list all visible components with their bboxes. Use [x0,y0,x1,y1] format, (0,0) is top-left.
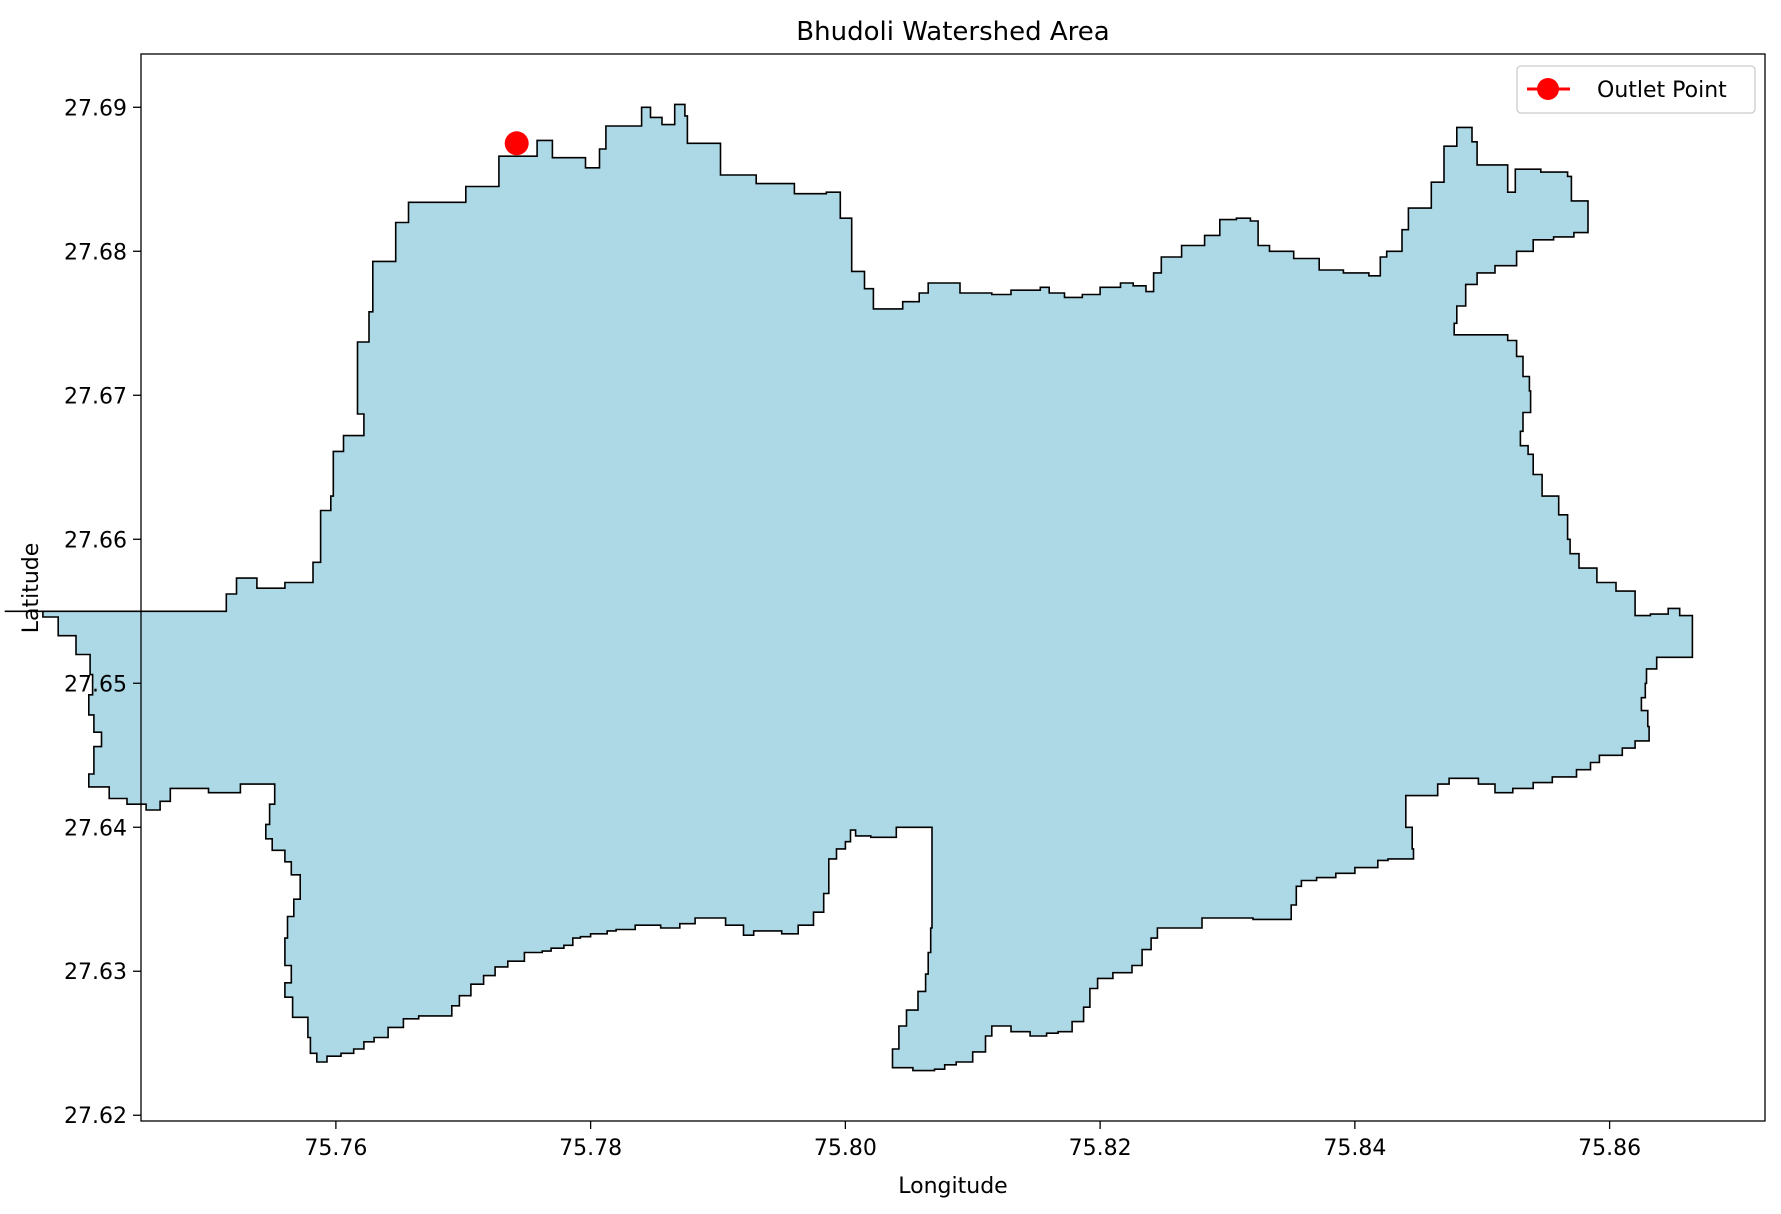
y-axis-label: Latitude [19,543,44,634]
y-tick-label: 27.66 [64,528,127,553]
legend-box [1516,65,1756,114]
x-tick-label: 75.76 [304,1136,367,1161]
x-tick-label: 75.78 [559,1136,622,1161]
y-axis-ticks: 27.62 27.63 27.64 27.65 27.66 27.67 27.68 27.69 [64,96,141,1129]
y-tick-label: 27.65 [64,672,127,697]
legend-label-outlet-point: Outlet Point [1597,78,1727,103]
x-tick-label: 75.82 [1069,1136,1132,1161]
x-tick-label: 75.84 [1323,1136,1386,1161]
x-axis-label: Longitude [898,1174,1007,1199]
y-tick-label: 27.63 [64,960,127,985]
chart-title: Bhudoli Watershed Area [796,17,1109,47]
y-tick-label: 27.62 [64,1104,127,1129]
y-tick-label: 27.69 [64,96,127,121]
y-tick-label: 27.64 [64,816,127,841]
axes-frame [140,53,1766,1122]
x-tick-label: 75.80 [814,1136,877,1161]
plot-area [4,103,1694,1072]
watershed-polygon [4,103,1694,1072]
outlet-point-marker [504,131,529,156]
y-tick-label: 27.67 [64,384,127,409]
legend-marker-swatch [1537,78,1559,100]
x-axis-ticks: 75.76 75.78 75.80 75.82 75.84 75.86 [304,1121,1641,1161]
legend: Outlet Point [1516,65,1756,114]
y-tick-label: 27.68 [64,240,127,265]
x-tick-label: 75.86 [1578,1136,1641,1161]
